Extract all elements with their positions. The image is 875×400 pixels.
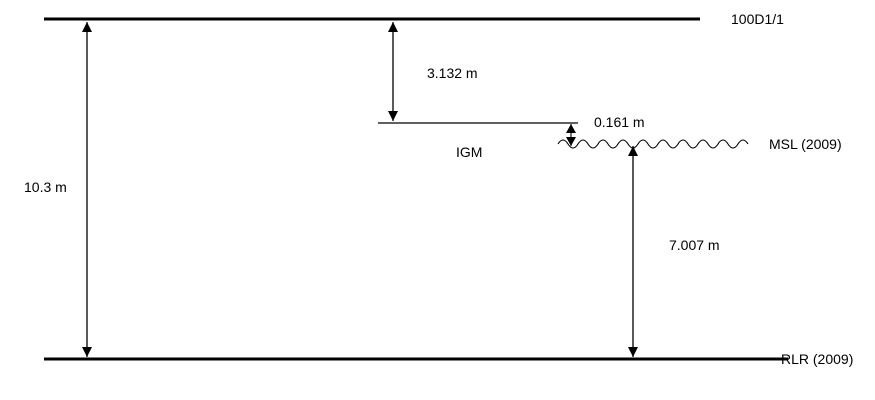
msl-wave-line [557,139,749,149]
total-height-value: 10.3 m [24,179,67,195]
msl-to-rlr-value: 7.007 m [669,237,720,253]
top-to-igm-value: 3.132 m [427,65,478,81]
igm-to-msl-value: 0.161 m [594,114,645,130]
igm-label: IGM [456,144,482,160]
top-datum-label: 100D1/1 [731,11,784,27]
msl-label: MSL (2009) [769,136,842,152]
bottom-datum-label: RLR (2009) [781,351,853,367]
igm-to-msl-arrow [566,124,576,146]
